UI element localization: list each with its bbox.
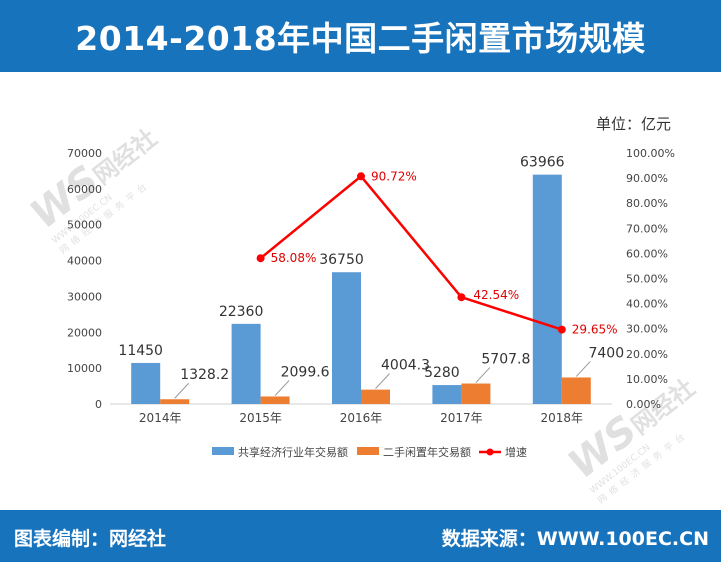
bar-second-hand bbox=[160, 399, 190, 404]
bar-value-label: 5280 bbox=[424, 365, 460, 381]
y-left-tick-label: 60000 bbox=[67, 183, 102, 196]
chart-title: 2014-2018年中国二手闲置市场规模 bbox=[75, 19, 646, 58]
bar-value-label: 63966 bbox=[520, 155, 565, 171]
bar-sharing-economy bbox=[432, 385, 462, 404]
y-left-tick-label: 70000 bbox=[67, 147, 102, 160]
y-right-tick-label: 30.00% bbox=[626, 323, 668, 336]
bar-value-label: 4004.3 bbox=[381, 358, 430, 374]
y-left-tick-label: 10000 bbox=[67, 362, 102, 375]
bar-value-label: 36750 bbox=[319, 252, 364, 268]
bar-second-hand bbox=[260, 396, 290, 404]
y-right-tick-label: 60.00% bbox=[626, 247, 668, 260]
y-right-tick-label: 80.00% bbox=[626, 197, 668, 210]
footer-banner: 图表编制：网经社 数据来源：WWW.100EC.CN bbox=[0, 510, 721, 562]
footer-source: 数据来源：WWW.100EC.CN bbox=[441, 528, 709, 550]
growth-point bbox=[457, 293, 466, 302]
growth-value-label: 42.54% bbox=[473, 288, 519, 302]
bar-value-label: 2099.6 bbox=[281, 364, 330, 380]
leader-line bbox=[475, 367, 491, 383]
legend-label: 增速 bbox=[505, 445, 527, 459]
leader-line bbox=[174, 382, 190, 399]
chart-title-banner: 2014-2018年中国二手闲置市场规模 bbox=[0, 0, 721, 72]
y-right-tick-label: 100.00% bbox=[626, 147, 675, 160]
y-right-tick-label: 20.00% bbox=[626, 348, 668, 361]
x-tick-label: 2018年 bbox=[541, 411, 584, 425]
bar-sharing-economy bbox=[131, 362, 161, 404]
y-right-tick-label: 70.00% bbox=[626, 222, 668, 235]
bar-value-label: 22360 bbox=[219, 304, 264, 320]
bar-second-hand bbox=[461, 383, 491, 404]
y-left-tick-label: 0 bbox=[95, 398, 102, 411]
bar-value-label: 5707.8 bbox=[481, 352, 530, 368]
bar-sharing-economy bbox=[332, 272, 361, 404]
x-tick-label: 2015年 bbox=[239, 411, 282, 425]
leader-line bbox=[575, 361, 591, 377]
growth-value-label: 58.08% bbox=[271, 251, 317, 265]
growth-point bbox=[256, 254, 265, 263]
growth-point bbox=[357, 172, 365, 181]
x-tick-label: 2014年 bbox=[139, 411, 182, 425]
legend-label: 共享经济行业年交易额 bbox=[238, 445, 348, 459]
y-left-tick-label: 20000 bbox=[67, 326, 102, 339]
leader-line bbox=[375, 373, 390, 389]
growth-line bbox=[259, 174, 563, 331]
x-tick-label: 2017年 bbox=[440, 411, 483, 425]
y-left-tick-label: 50000 bbox=[67, 219, 102, 232]
legend-swatch-dot bbox=[486, 448, 494, 456]
y-left-tick-label: 30000 bbox=[67, 290, 102, 303]
legend-label: 二手闲置年交易额 bbox=[383, 445, 471, 459]
leader-line bbox=[274, 380, 290, 396]
y-left-tick-label: 40000 bbox=[67, 255, 102, 268]
bar-sharing-economy bbox=[532, 174, 562, 404]
y-right-tick-label: 50.00% bbox=[626, 273, 668, 286]
bar-value-label: 7400 bbox=[588, 345, 624, 361]
bar-value-label: 11450 bbox=[118, 343, 163, 359]
legend-swatch bbox=[357, 447, 379, 455]
y-right-tick-label: 0.00% bbox=[626, 398, 661, 411]
x-tick-label: 2016年 bbox=[340, 411, 383, 425]
growth-value-label: 29.65% bbox=[572, 323, 618, 337]
y-right-tick-label: 10.00% bbox=[626, 373, 668, 386]
growth-point bbox=[557, 325, 566, 334]
y-right-tick-label: 40.00% bbox=[626, 298, 668, 311]
legend-swatch bbox=[212, 447, 234, 455]
bar-second-hand bbox=[561, 377, 591, 404]
unit-label: 单位：亿元 bbox=[596, 115, 672, 133]
bar-sharing-economy bbox=[231, 323, 261, 404]
growth-value-label: 90.72% bbox=[371, 169, 417, 183]
bar-value-label: 1328.2 bbox=[180, 367, 229, 383]
y-right-tick-label: 90.00% bbox=[626, 172, 668, 185]
bar-second-hand bbox=[361, 389, 390, 404]
footer-editor: 图表编制：网经社 bbox=[14, 528, 167, 550]
